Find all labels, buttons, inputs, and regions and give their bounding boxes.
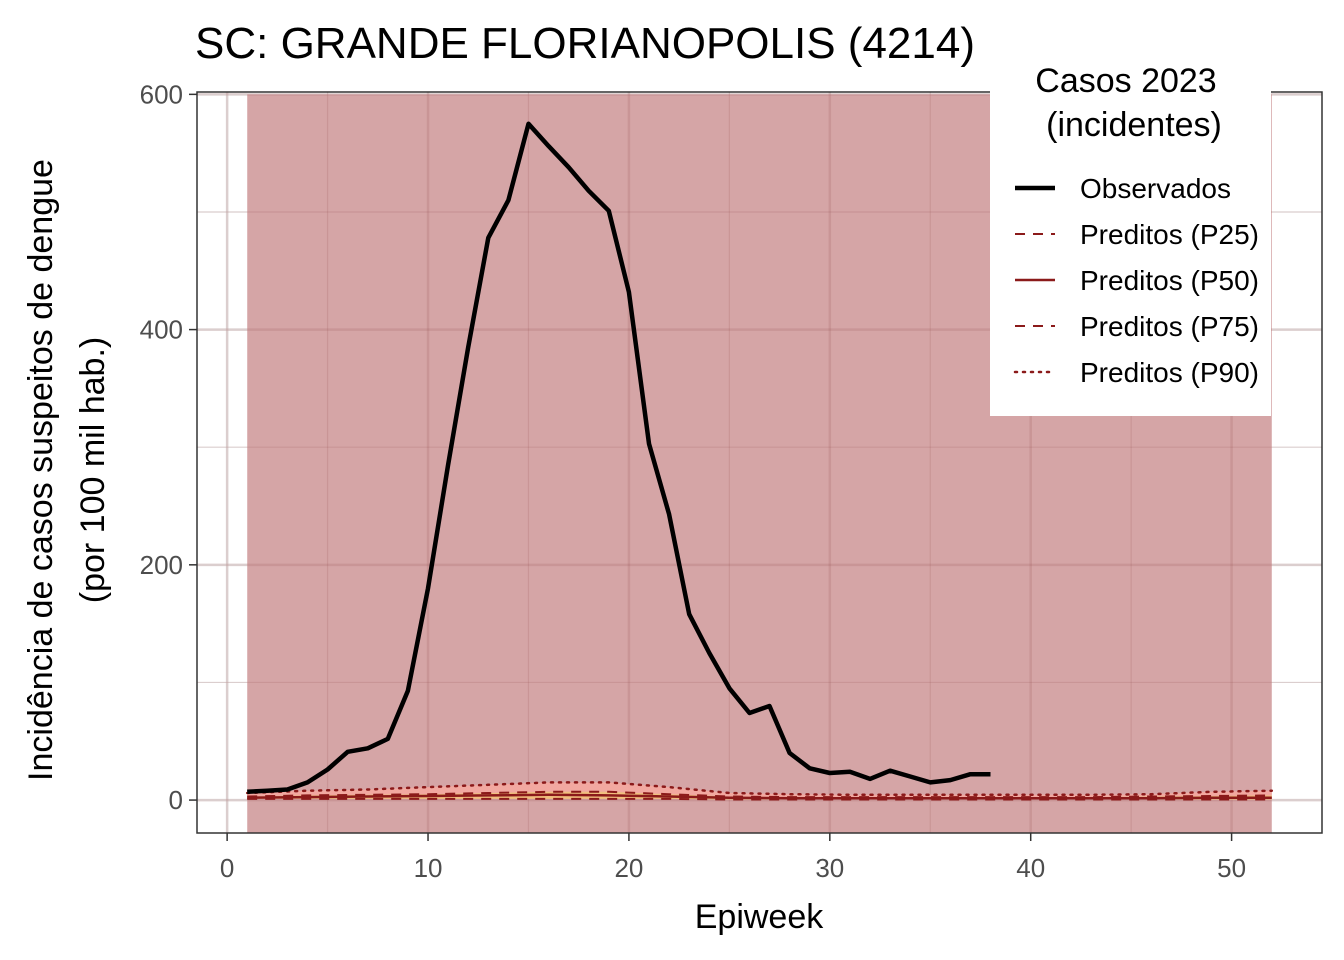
panel-border — [196, 91, 1323, 834]
legend-label: Preditos (P90) — [1080, 357, 1259, 388]
x-axis-title: Epiweek — [695, 898, 825, 936]
y-tick-label: 200 — [140, 550, 183, 580]
band-p75-p90 — [247, 782, 1272, 798]
chart-title: SC: GRANDE FLORIANOPOLIS (4214) — [195, 19, 975, 68]
legend-label: Preditos (P50) — [1080, 265, 1259, 296]
series-line-p50 — [247, 793, 1272, 800]
legend: Casos 2023 (incidentes) Observados Predit… — [990, 52, 1271, 416]
y-axis-title-line2: (por 100 mil hab.) — [74, 337, 112, 603]
y-axis: 0 200 400 600 — [140, 79, 197, 815]
x-tick-label: 30 — [815, 853, 844, 883]
x-tick-label: 20 — [614, 853, 643, 883]
x-axis: 0 10 20 30 40 50 — [220, 833, 1246, 883]
y-tick-label: 0 — [169, 785, 183, 815]
legend-label: Observados — [1080, 173, 1231, 204]
legend-title-line1: Casos 2023 — [1035, 62, 1216, 100]
legend-label: Preditos (P75) — [1080, 311, 1259, 342]
series-line-p75 — [247, 790, 1272, 799]
x-tick-label: 50 — [1217, 853, 1246, 883]
y-tick-label: 400 — [140, 315, 183, 345]
x-tick-label: 10 — [414, 853, 443, 883]
series-line-p90 — [245, 781, 1274, 797]
series-line-observados — [247, 121, 991, 795]
y-tick-label: 600 — [140, 79, 183, 109]
x-tick-label: 40 — [1016, 853, 1045, 883]
x-tick-label: 0 — [220, 853, 234, 883]
y-axis-title-line1: Incidência de casos suspeitos de dengue — [22, 159, 60, 781]
legend-label: Preditos (P25) — [1080, 219, 1259, 250]
legend-title-line2: (incidentes) — [1046, 106, 1222, 144]
